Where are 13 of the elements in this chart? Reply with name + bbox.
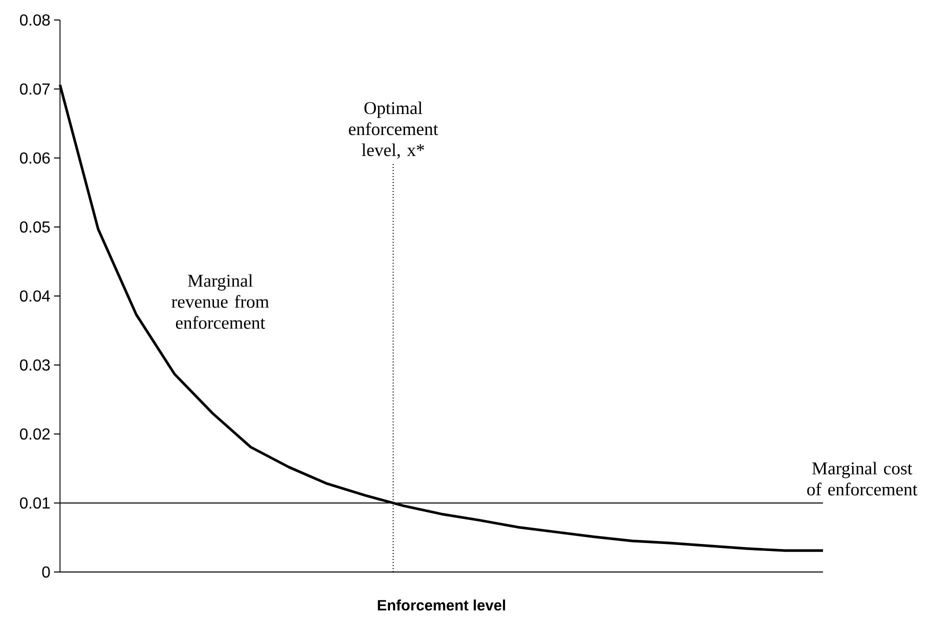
annotation: Marginal revenue from enforcement [172, 274, 269, 329]
y-tick-label: 0.03 [20, 359, 50, 371]
y-tick-label: 0 [42, 566, 50, 578]
y-tick-label: 0.08 [20, 14, 50, 26]
y-tick-label: 0.05 [20, 221, 50, 233]
y-tick-label: 0.06 [20, 152, 50, 164]
annotation: Optimal enforcement level, x* [348, 102, 438, 159]
y-tick-label: 0.07 [20, 83, 50, 95]
y-tick-label: 0.04 [20, 290, 50, 302]
ref-line-label: Marginal cost of enforcement [807, 462, 918, 496]
y-tick-label: 0.01 [20, 497, 50, 509]
y-tick-label: 0.02 [20, 428, 50, 440]
x-axis-title: Enforcement level [378, 600, 506, 611]
